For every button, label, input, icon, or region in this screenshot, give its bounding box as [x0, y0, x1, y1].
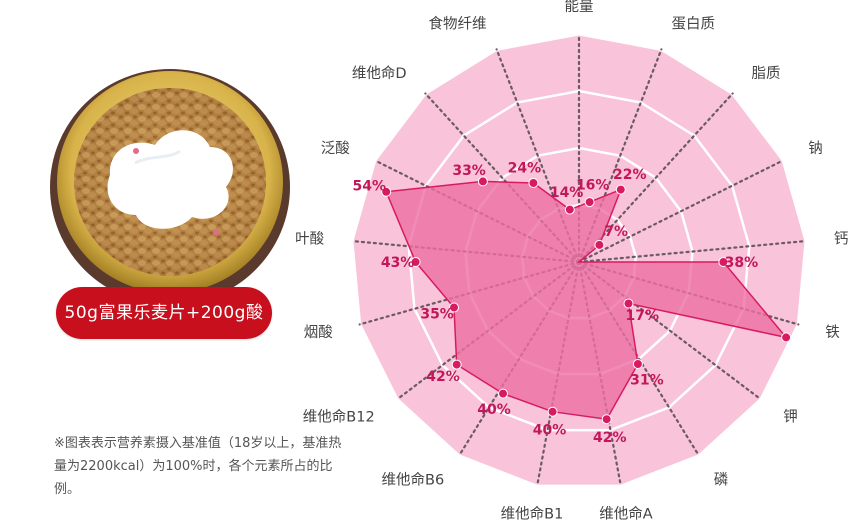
radar-data-point	[477, 176, 488, 187]
radar-data-point	[498, 388, 508, 399]
radar-value-label: 33%	[452, 163, 486, 179]
radar-value-label: 24%	[508, 160, 542, 176]
radar-data-point	[584, 197, 595, 208]
radar-spoke	[577, 239, 808, 264]
radar-value-label: 42%	[426, 369, 460, 385]
radar-markers	[381, 176, 792, 425]
radar-value-label: 31%	[630, 373, 664, 389]
radar-value-label: 40%	[477, 402, 511, 418]
radar-data-point	[381, 186, 392, 197]
radar-axis-label: 钠	[808, 140, 823, 157]
radar-value-label: 42%	[593, 430, 627, 446]
radar-value-label: 43%	[381, 255, 415, 271]
radar-data-point	[601, 414, 612, 425]
radar-data-point	[718, 257, 729, 267]
radar-axis-label: 泛酸	[321, 140, 350, 157]
radar-data-point	[781, 332, 792, 343]
radar-axis-label: 磷	[714, 472, 729, 489]
radar-axis-label: 维他命B1	[501, 505, 564, 523]
radar-axis-label: 维他命D	[352, 64, 407, 82]
radar-value-label: 17%	[626, 308, 660, 324]
radar-spoke	[577, 159, 785, 264]
radar-value-label: 38%	[725, 255, 759, 271]
radar-axis-label: 蛋白质	[672, 15, 716, 32]
footnote-text: ※图表表示营养素摄入基准值（18岁以上，基准热量为2200kcal）为100%时…	[54, 436, 342, 497]
radar-data-point	[632, 359, 643, 369]
radar-data-point	[528, 178, 539, 188]
radar-value-label: 7%	[604, 224, 628, 240]
radar-axis-label: 脂质	[752, 65, 781, 82]
radar-value-labels: 16%22% 7% 38% 17% 31% 42% 40% 40% 42% 35% 43% 54% 33…	[353, 160, 759, 446]
radar-spoke	[577, 92, 734, 264]
radar-value-label: 35%	[420, 307, 454, 323]
radar-axis-label: 钾	[783, 408, 798, 425]
radar-axis-label: 维他命A	[599, 505, 652, 523]
radar-data-point	[615, 184, 626, 195]
radar-value-label: 22%	[613, 167, 647, 183]
radar-axis-label: 维他命B12	[303, 407, 375, 425]
radar-axis-label: 钙	[834, 230, 849, 247]
radar-axis-label: 维他命B6	[382, 471, 445, 489]
radar-axis-label: 食物纤维	[429, 15, 487, 32]
radar-axis-label: 铁	[825, 324, 840, 341]
radar-axis-label: 叶酸	[295, 230, 324, 247]
radar-axis-label: 烟酸	[304, 324, 333, 341]
cereal-bowl-image	[50, 69, 290, 305]
radar-grid-ring	[407, 89, 751, 432]
radar-data-point	[449, 302, 459, 313]
radar-data-point	[564, 204, 575, 215]
radar-data-point	[451, 359, 462, 370]
radar-data-point	[410, 257, 421, 267]
radar-axis-label: 能量	[565, 0, 594, 15]
radar-data-point	[623, 298, 634, 309]
radar-value-label: 16%	[576, 177, 610, 193]
radar-data-point	[547, 406, 558, 417]
radar-value-label: 54%	[353, 179, 387, 195]
radar-value-label: 40%	[533, 422, 567, 438]
radar-data-point	[594, 239, 605, 250]
radar-value-label: 14%	[550, 185, 584, 201]
product-label: 50g富果乐麦片+200g酸奶	[56, 287, 272, 375]
